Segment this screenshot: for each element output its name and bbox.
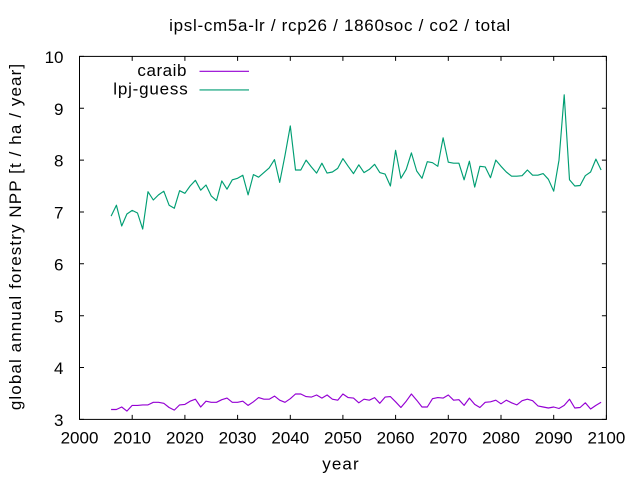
svg-text:2040: 2040 — [271, 429, 309, 448]
svg-text:4: 4 — [54, 359, 63, 378]
svg-text:10: 10 — [45, 48, 64, 67]
svg-text:global annual forestry NPP [t: global annual forestry NPP [t / ha / yea… — [6, 63, 25, 410]
svg-text:2080: 2080 — [482, 429, 520, 448]
svg-text:caraib: caraib — [137, 61, 187, 80]
svg-text:9: 9 — [54, 100, 63, 119]
svg-text:2030: 2030 — [219, 429, 257, 448]
svg-text:lpj-guess: lpj-guess — [113, 79, 188, 98]
svg-text:5: 5 — [54, 307, 63, 326]
svg-text:2060: 2060 — [377, 429, 415, 448]
svg-text:2090: 2090 — [535, 429, 573, 448]
svg-text:2070: 2070 — [429, 429, 467, 448]
svg-text:6: 6 — [54, 255, 63, 274]
svg-text:2020: 2020 — [166, 429, 204, 448]
svg-text:year: year — [322, 455, 359, 474]
svg-text:ipsl-cm5a-lr / rcp26 / 1860soc: ipsl-cm5a-lr / rcp26 / 1860soc / co2 / t… — [169, 16, 511, 35]
svg-text:7: 7 — [54, 204, 63, 223]
svg-text:2050: 2050 — [324, 429, 362, 448]
svg-text:2010: 2010 — [113, 429, 151, 448]
svg-text:3: 3 — [54, 411, 63, 430]
svg-text:2100: 2100 — [587, 429, 625, 448]
svg-text:2000: 2000 — [61, 429, 99, 448]
svg-text:8: 8 — [54, 152, 63, 171]
